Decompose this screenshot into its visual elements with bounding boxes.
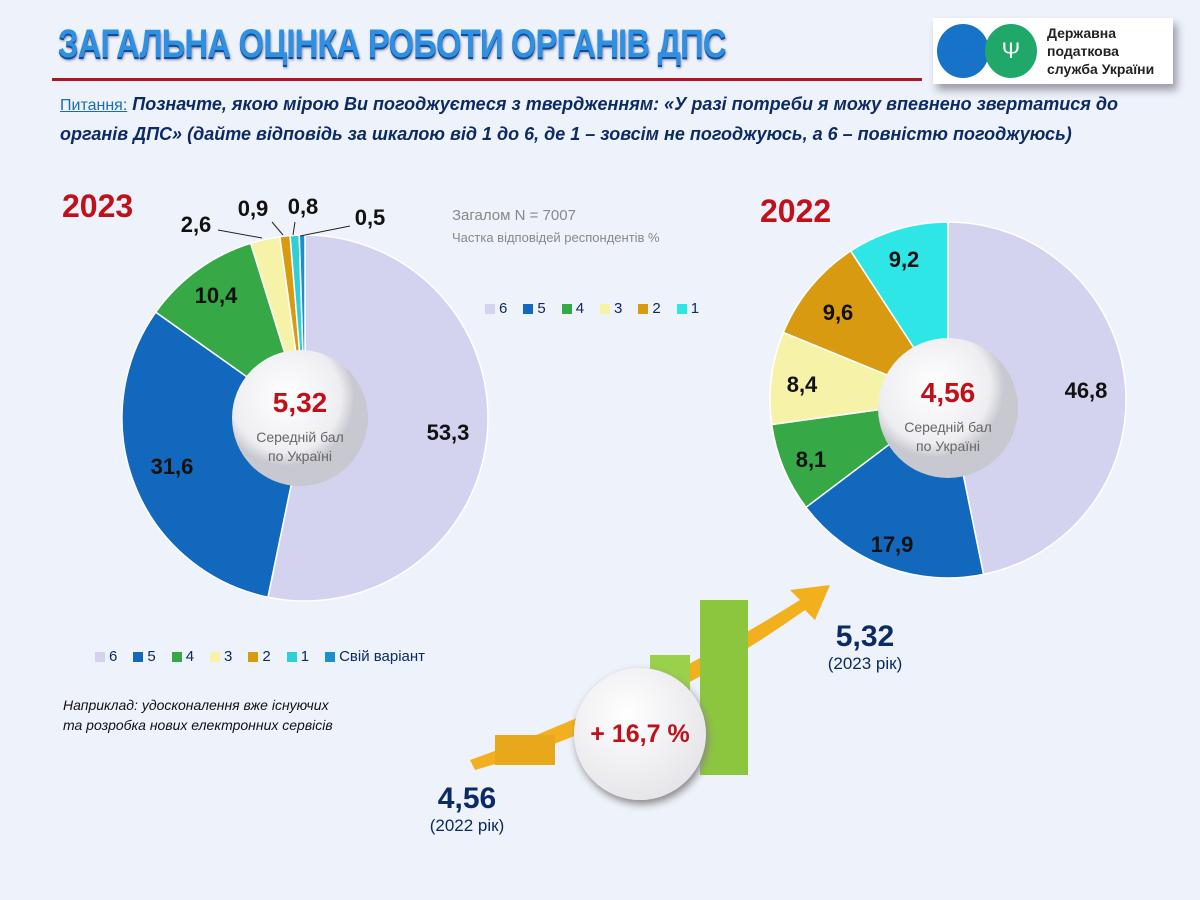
growth-bar: [700, 600, 748, 775]
legend-label: 6: [499, 300, 508, 317]
title-divider: [52, 78, 922, 81]
legend-item-1: 1: [676, 300, 700, 317]
legend-item-3: 3: [600, 300, 622, 317]
legend-swatch: [523, 304, 534, 315]
data-label: 53,3: [427, 420, 470, 445]
data-label: 0,5: [355, 205, 386, 230]
legend-2023: 6 5 4 3 2 1 Свій варіант: [95, 648, 425, 665]
logo: Ψ Державна податкова служба України: [933, 18, 1173, 84]
legend-swatch: [638, 304, 649, 315]
mean-score-label: по Україні: [268, 448, 332, 464]
data-label: 9,6: [823, 300, 854, 325]
score-2023: 5,32 (2023 рік): [810, 620, 920, 674]
growth-badge: + 16,7 %: [574, 668, 706, 800]
legend-label: 4: [575, 300, 585, 317]
center-circle: [878, 338, 1018, 478]
mean-score: 5,32: [273, 387, 328, 418]
leader-line: [271, 221, 284, 236]
legend-label: 5: [147, 648, 156, 665]
legend-label: 1: [300, 648, 310, 665]
data-label: 2,6: [181, 212, 212, 237]
legend-label: 3: [224, 648, 233, 665]
legend-item-2: 2: [248, 648, 271, 665]
data-label: 46,8: [1065, 378, 1108, 403]
page-title: ЗАГАЛЬНА ОЦІНКА РОБОТИ ОРГАНІВ ДПС: [58, 22, 727, 66]
question: Питання: Позначте, якою мірою Ви погоджу…: [60, 90, 1140, 148]
data-label: 8,1: [796, 447, 827, 472]
legend-item-5: 5: [133, 648, 156, 665]
legend-swatch: [286, 652, 297, 663]
question-text: Позначте, якою мірою Ви погоджуєтеся з т…: [60, 94, 1118, 144]
legend-swatch: [248, 652, 259, 663]
legend-label: 1: [690, 300, 700, 317]
year-2023: 2023: [62, 188, 134, 224]
example-line: Наприклад: удосконалення вже існуючих: [63, 697, 329, 713]
share-note: Частка відповідей респондентів %: [452, 230, 660, 245]
data-label: 8,4: [787, 372, 818, 397]
data-label: 17,9: [871, 532, 914, 557]
legend-swatch: [95, 652, 105, 663]
logo-blue-circle: [937, 24, 989, 78]
legend-item-6: 6: [485, 300, 507, 317]
legend-swatch: [676, 304, 687, 315]
data-label: 10,4: [195, 283, 239, 308]
legend-label: 5: [537, 300, 546, 317]
data-label: 0,8: [288, 194, 319, 219]
logo-text: Державна: [1047, 25, 1117, 41]
legend-item-6: 6: [95, 648, 117, 665]
logo-text: податкова: [1047, 43, 1119, 59]
legend-item-Свій варіант: Свій варіант: [325, 648, 425, 665]
legend-item-4: 4: [561, 300, 585, 317]
example-note: Наприклад: удосконалення вже існуючих та …: [63, 695, 333, 735]
legend-swatch: [133, 652, 144, 663]
mean-score: 4,56: [921, 377, 976, 408]
total-n: Загалом N = 7007: [452, 207, 576, 224]
score-2022: 4,56 (2022 рік): [412, 782, 522, 836]
score-2023-value: 5,32: [835, 620, 895, 653]
legend-item-2: 2: [638, 300, 661, 317]
growth-bar: [495, 735, 555, 765]
trident-icon: Ψ: [985, 24, 1037, 78]
sample-note: Загалом N = 7007 Частка відповідей респон…: [452, 205, 660, 249]
legend-item-5: 5: [523, 300, 546, 317]
legend-item-4: 4: [171, 648, 195, 665]
mean-score-label: Середній бал: [256, 429, 344, 445]
legend-swatch: [561, 304, 572, 315]
legend-swatch: [210, 652, 221, 663]
legend-label: 3: [614, 300, 623, 317]
mean-score-label: Середній бал: [904, 419, 992, 435]
legend-swatch: [325, 652, 336, 663]
leader-line: [292, 221, 296, 236]
pie-slice-5: [121, 311, 306, 599]
mean-score-label: по Україні: [916, 438, 980, 454]
leader-line: [299, 225, 351, 237]
pie-slice-6: [267, 234, 489, 602]
legend-swatch: [485, 304, 495, 315]
data-label: 9,2: [889, 247, 920, 272]
pie-slice-6: [947, 221, 1127, 576]
legend-item-1: 1: [286, 648, 310, 665]
legend-label: 2: [652, 300, 661, 317]
score-2022-label: (2022 рік): [429, 816, 505, 835]
legend-label: 2: [262, 648, 271, 665]
example-line: та розробка нових електронних сервісів: [63, 717, 333, 733]
legend-item-3: 3: [210, 648, 232, 665]
data-label: 31,6: [151, 454, 194, 479]
legend-swatch: [171, 652, 182, 663]
legend-2022: 6 5 4 3 2 1: [485, 300, 699, 317]
logo-text: служба України: [1047, 61, 1155, 77]
legend-label: 6: [109, 648, 118, 665]
legend-label: 4: [185, 648, 195, 665]
question-label: Питання:: [60, 97, 128, 114]
legend-swatch: [600, 304, 611, 315]
data-label: 0,9: [238, 196, 269, 221]
score-2023-label: (2023 рік): [827, 654, 903, 673]
legend-label: Свій варіант: [339, 648, 426, 665]
score-2022-value: 4,56: [437, 782, 497, 815]
leader-line: [217, 229, 263, 239]
center-circle: [232, 350, 368, 486]
year-2022: 2022: [760, 193, 832, 229]
